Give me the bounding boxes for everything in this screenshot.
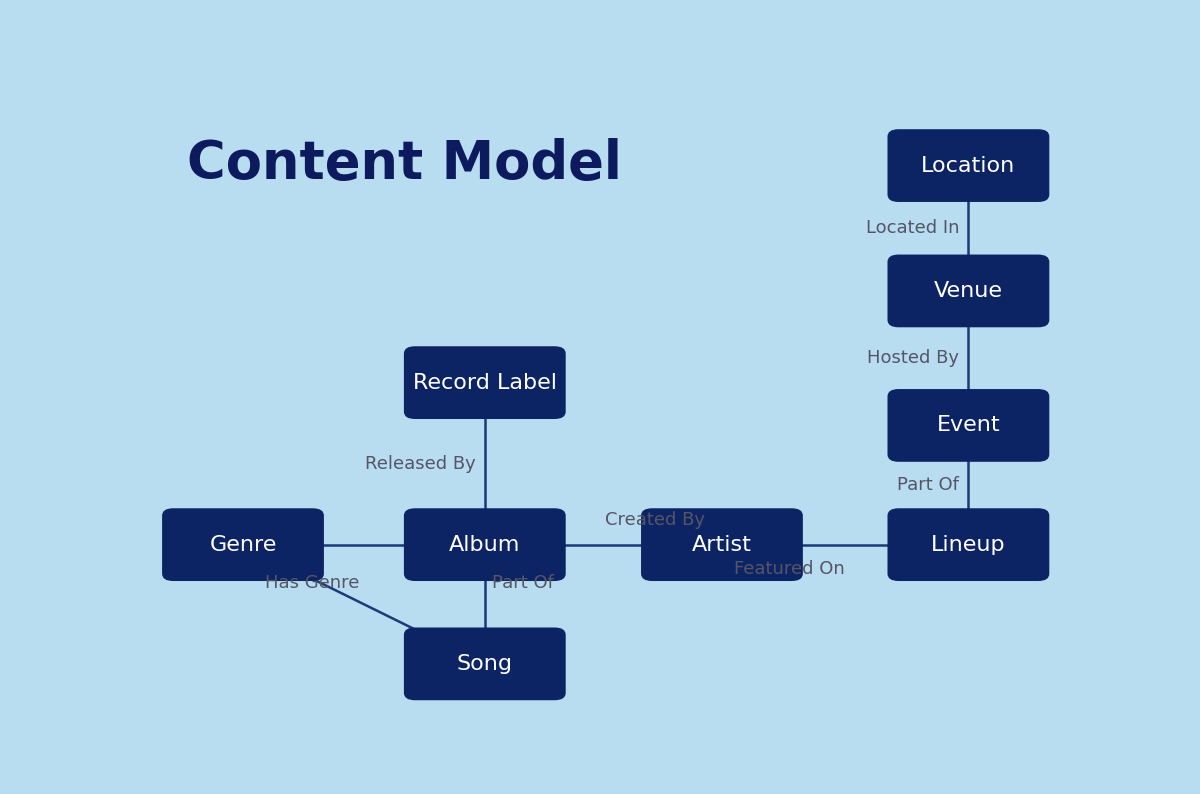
Text: Location: Location [922,156,1015,175]
Text: Content Model: Content Model [187,138,622,190]
Text: Has Genre: Has Genre [265,574,359,592]
FancyBboxPatch shape [404,346,565,419]
FancyBboxPatch shape [888,508,1049,581]
Text: Event: Event [936,415,1001,435]
Text: Released By: Released By [365,455,475,472]
Text: Featured On: Featured On [734,560,845,578]
FancyBboxPatch shape [404,627,565,700]
FancyBboxPatch shape [888,129,1049,202]
FancyBboxPatch shape [162,508,324,581]
Text: Lineup: Lineup [931,534,1006,555]
FancyBboxPatch shape [888,389,1049,462]
Text: Created By: Created By [605,511,706,529]
Text: Album: Album [449,534,521,555]
FancyBboxPatch shape [404,508,565,581]
Text: Artist: Artist [692,534,752,555]
FancyBboxPatch shape [888,255,1049,327]
Text: Part Of: Part Of [898,476,959,494]
Text: Located In: Located In [865,219,959,237]
Text: Part Of: Part Of [492,574,554,592]
FancyBboxPatch shape [641,508,803,581]
Text: Venue: Venue [934,281,1003,301]
Text: Hosted By: Hosted By [868,349,959,367]
Text: Genre: Genre [209,534,277,555]
Text: Record Label: Record Label [413,372,557,392]
Text: Song: Song [457,654,512,674]
